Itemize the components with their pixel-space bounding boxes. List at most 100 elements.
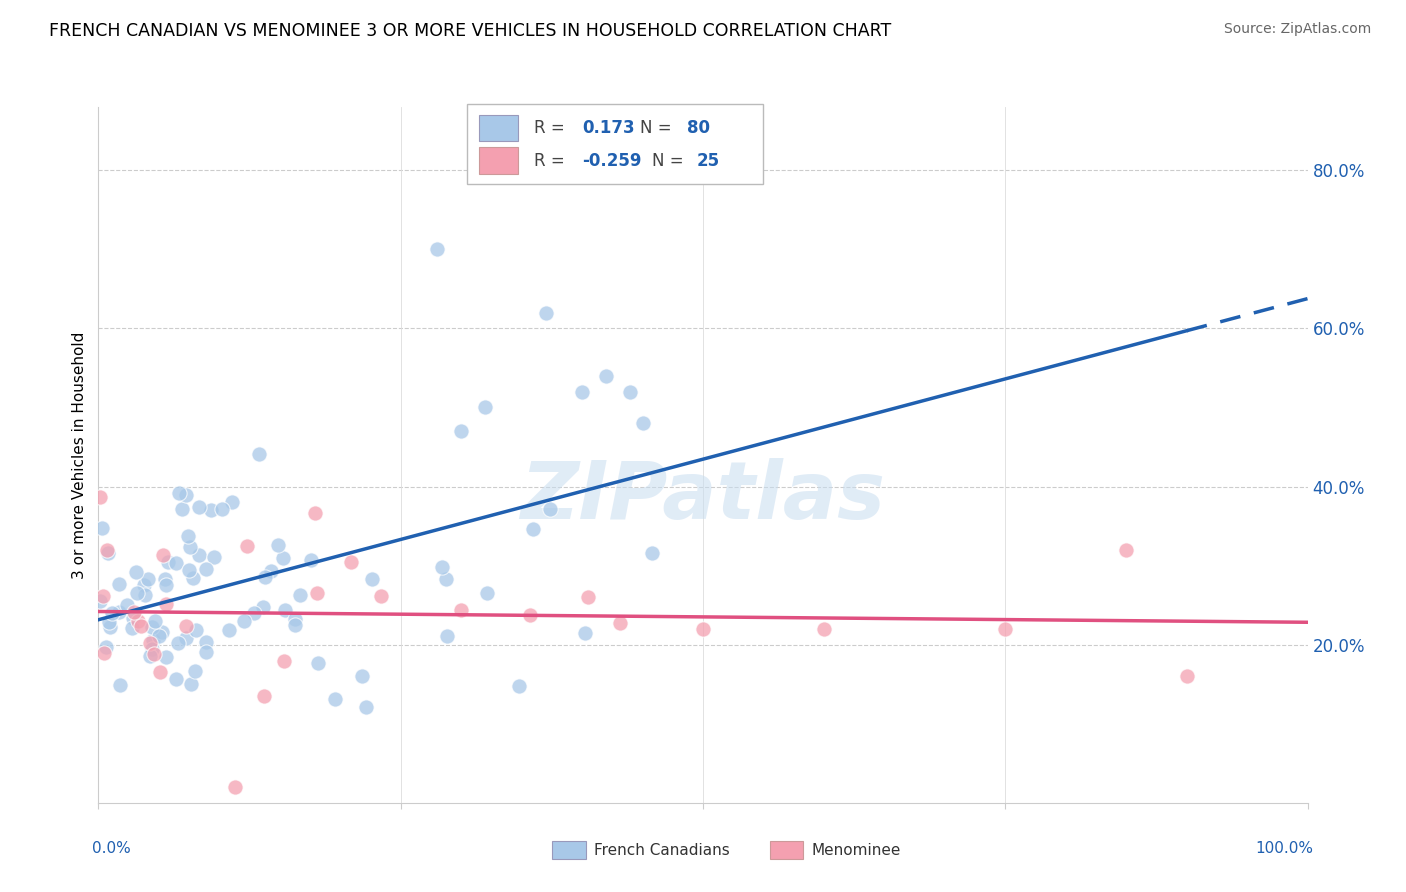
Point xyxy=(619,384,641,399)
Point xyxy=(288,588,311,602)
Point xyxy=(450,424,472,438)
Point xyxy=(97,546,120,560)
Point xyxy=(139,648,162,663)
Point xyxy=(165,673,187,687)
Point xyxy=(354,700,377,714)
Point xyxy=(172,501,194,516)
Point xyxy=(426,243,449,257)
Point xyxy=(155,577,177,591)
Point xyxy=(508,679,530,693)
Point xyxy=(93,646,115,660)
Text: -0.259: -0.259 xyxy=(582,152,641,169)
Point xyxy=(195,562,218,576)
Point xyxy=(148,629,170,643)
Point xyxy=(98,615,121,629)
Point xyxy=(474,401,496,415)
Point xyxy=(571,384,593,399)
Point xyxy=(370,589,392,603)
FancyBboxPatch shape xyxy=(551,841,586,859)
Point xyxy=(96,543,118,558)
Point xyxy=(436,629,458,643)
Point xyxy=(121,621,143,635)
Point xyxy=(186,623,208,637)
Point xyxy=(813,622,835,636)
Point xyxy=(538,501,561,516)
Point xyxy=(304,507,326,521)
Point xyxy=(98,620,121,634)
Point xyxy=(273,654,295,668)
Point xyxy=(136,572,159,586)
Text: ZIPatlas: ZIPatlas xyxy=(520,458,886,536)
Point xyxy=(692,622,714,636)
Point xyxy=(96,640,118,654)
Point xyxy=(156,555,179,569)
Point xyxy=(142,632,165,647)
Point xyxy=(139,636,162,650)
Point xyxy=(1115,542,1137,557)
Point xyxy=(224,780,246,794)
Text: 100.0%: 100.0% xyxy=(1256,841,1313,856)
Point xyxy=(305,586,328,600)
Text: 25: 25 xyxy=(697,152,720,169)
Text: 80: 80 xyxy=(688,119,710,136)
Text: N =: N = xyxy=(640,119,678,136)
Point xyxy=(179,540,201,554)
Point xyxy=(450,603,472,617)
Point xyxy=(1175,669,1198,683)
Text: French Canadians: French Canadians xyxy=(595,843,730,857)
Y-axis label: 3 or more Vehicles in Household: 3 or more Vehicles in Household xyxy=(72,331,87,579)
Point xyxy=(267,538,290,552)
FancyBboxPatch shape xyxy=(479,115,517,141)
Text: Source: ZipAtlas.com: Source: ZipAtlas.com xyxy=(1223,22,1371,37)
Point xyxy=(101,606,124,620)
Point xyxy=(149,665,172,679)
Point xyxy=(89,594,111,608)
Point xyxy=(574,626,596,640)
Point xyxy=(167,486,190,500)
Point xyxy=(283,611,305,625)
Point xyxy=(994,622,1017,636)
Point xyxy=(108,678,131,692)
Point xyxy=(361,572,384,586)
Point xyxy=(221,495,243,509)
Point xyxy=(271,550,294,565)
Point xyxy=(260,564,283,578)
Text: FRENCH CANADIAN VS MENOMINEE 3 OR MORE VEHICLES IN HOUSEHOLD CORRELATION CHART: FRENCH CANADIAN VS MENOMINEE 3 OR MORE V… xyxy=(49,22,891,40)
Point xyxy=(252,599,274,614)
Point xyxy=(211,502,233,516)
Text: R =: R = xyxy=(534,119,569,136)
Point xyxy=(307,656,329,670)
Point xyxy=(641,546,664,560)
Point xyxy=(108,577,131,591)
Point xyxy=(188,548,211,562)
Point xyxy=(132,577,155,591)
Point xyxy=(131,619,153,633)
Point xyxy=(153,572,176,586)
Point xyxy=(174,632,197,646)
Point xyxy=(127,614,149,628)
Point xyxy=(108,605,131,619)
Point xyxy=(631,417,654,431)
Point xyxy=(323,692,346,706)
Point xyxy=(150,625,173,640)
Point xyxy=(155,650,177,665)
Point xyxy=(253,689,276,703)
Point xyxy=(595,368,617,383)
Point xyxy=(117,599,139,613)
Point xyxy=(352,668,374,682)
Point xyxy=(184,664,207,678)
Point xyxy=(174,487,197,501)
Point xyxy=(176,528,198,542)
Text: Menominee: Menominee xyxy=(811,843,901,857)
Point xyxy=(125,565,148,579)
Point xyxy=(155,597,177,611)
Text: 0.0%: 0.0% xyxy=(93,841,131,856)
Point xyxy=(430,560,453,574)
Point xyxy=(236,539,259,553)
Point xyxy=(127,586,149,600)
Text: 0.173: 0.173 xyxy=(582,119,634,136)
Point xyxy=(177,563,200,577)
Point xyxy=(522,522,544,536)
Point xyxy=(218,623,240,637)
FancyBboxPatch shape xyxy=(467,103,763,184)
